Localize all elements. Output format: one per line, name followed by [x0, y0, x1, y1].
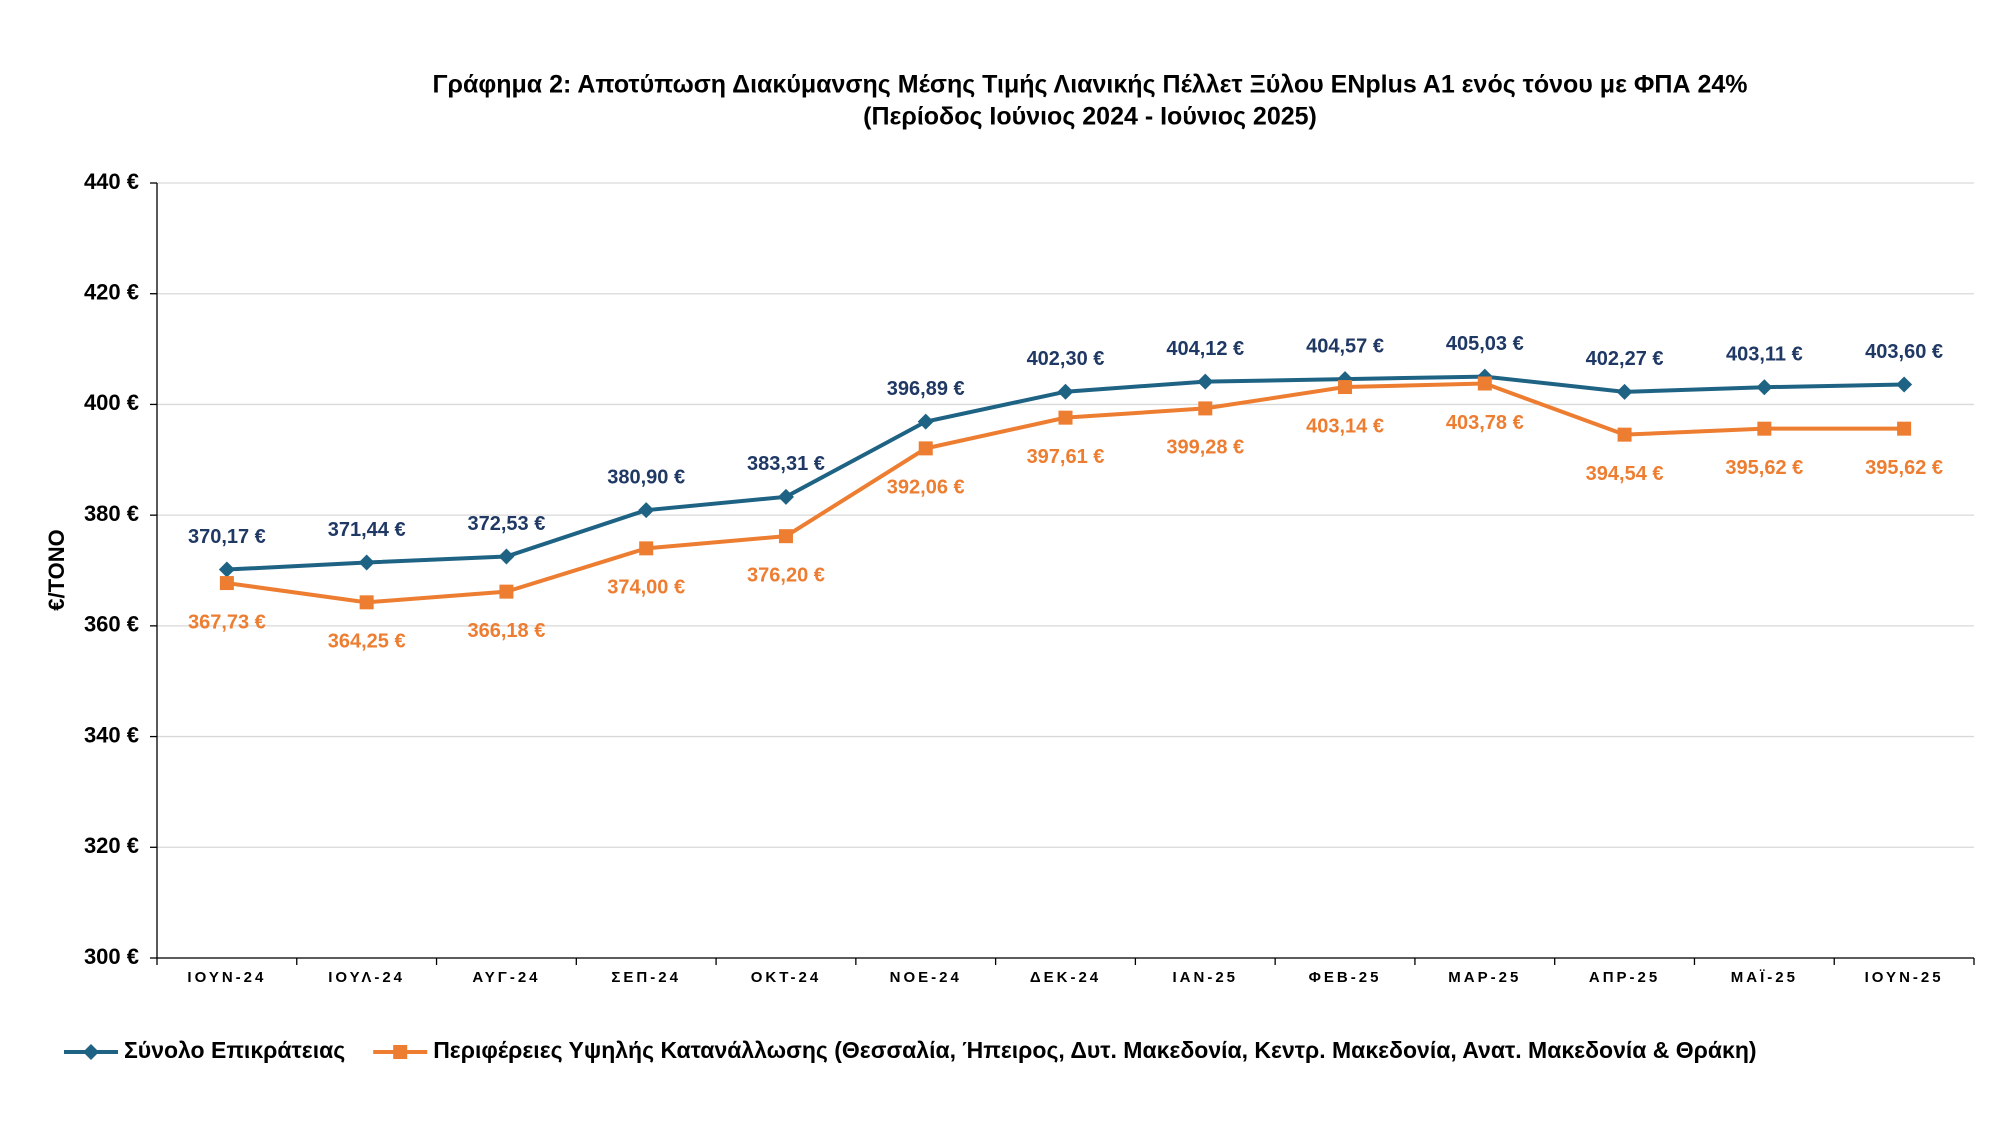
x-tick-label: ΑΠΡ-25: [1589, 969, 1660, 986]
y-tick-label: 380 €: [84, 501, 139, 526]
y-tick-label: 420 €: [84, 280, 139, 305]
x-tick-label: ΝΟΕ-24: [890, 969, 962, 986]
point: [1057, 383, 1074, 400]
chart-title: Γράφημα 2: Αποτύπωση Διακύμανσης Μέσης Τ…: [432, 71, 1747, 99]
y-tick-label: 320 €: [84, 833, 139, 858]
data-label: 397,61 €: [1027, 446, 1105, 468]
data-label: 372,53 €: [467, 513, 545, 535]
point: [1058, 410, 1073, 425]
point: [393, 1045, 408, 1059]
data-label: 403,14 €: [1306, 415, 1384, 437]
data-label: 370,17 €: [188, 526, 266, 548]
data-label: 402,27 €: [1586, 348, 1664, 370]
y-tick-label: 400 €: [84, 390, 139, 415]
point: [639, 541, 654, 556]
x-tick-label: ΙΟΥΛ-24: [328, 969, 405, 986]
y-tick-label: 340 €: [84, 722, 139, 747]
point: [1896, 376, 1913, 393]
data-label: 402,30 €: [1027, 348, 1105, 370]
data-label: 374,00 €: [607, 577, 685, 599]
point: [83, 1044, 99, 1060]
point: [1477, 376, 1492, 391]
point: [1197, 373, 1214, 390]
legend-label: Σύνολο Επικράτειας: [124, 1037, 345, 1063]
data-label: 396,89 €: [887, 378, 965, 400]
x-tick-label: ΙΟΥΝ-25: [1865, 969, 1944, 986]
x-tick-label: ΜΑΪ-25: [1731, 969, 1798, 986]
point: [1757, 421, 1772, 436]
data-label: 380,90 €: [607, 466, 685, 488]
point: [219, 576, 234, 591]
data-label: 404,57 €: [1306, 335, 1384, 357]
point: [499, 584, 514, 599]
x-tick-label: ΣΕΠ-24: [611, 969, 681, 986]
chart-subtitle: (Περίοδος Ιούνιος 2024 - Ιούνιος 2025): [863, 103, 1317, 131]
x-tick-label: ΦΕΒ-25: [1309, 969, 1382, 986]
x-tick-label: ΙΑΝ-25: [1173, 969, 1239, 986]
data-label: 403,11 €: [1726, 343, 1803, 365]
data-label: 404,12 €: [1166, 338, 1244, 360]
x-tick-label: ΜΑΡ-25: [1448, 969, 1521, 986]
data-label: 394,54 €: [1586, 463, 1664, 485]
data-label: 399,28 €: [1166, 437, 1244, 459]
data-label: 403,60 €: [1865, 341, 1943, 363]
point: [1897, 421, 1912, 436]
y-tick-label: 360 €: [84, 612, 139, 637]
y-axis-label: €/ΤΟΝΟ: [44, 529, 69, 611]
point: [498, 548, 515, 565]
point: [917, 413, 934, 430]
y-tick-label: 300 €: [84, 944, 139, 969]
point: [359, 595, 374, 610]
point: [777, 488, 794, 505]
data-label: 371,44 €: [328, 519, 406, 541]
data-label: 392,06 €: [887, 477, 965, 499]
point: [1616, 383, 1633, 400]
point: [218, 561, 235, 578]
data-label: 383,31 €: [747, 453, 825, 475]
x-tick-label: ΙΟΥΝ-24: [187, 969, 266, 986]
point: [1756, 379, 1773, 396]
data-label: 376,20 €: [747, 564, 825, 586]
point: [1198, 401, 1213, 416]
y-tick-label: 440 €: [84, 169, 139, 194]
point: [638, 502, 655, 519]
data-label: 405,03 €: [1446, 333, 1524, 355]
point: [358, 554, 375, 571]
data-label: 395,62 €: [1725, 457, 1803, 479]
point: [778, 529, 793, 544]
data-label: 403,78 €: [1446, 412, 1524, 434]
data-label: 364,25 €: [328, 631, 406, 653]
x-tick-label: ΔΕΚ-24: [1030, 969, 1101, 986]
data-label: 367,73 €: [188, 611, 266, 633]
legend-label: Περιφέρειες Υψηλής Κατανάλλωσης (Θεσσαλί…: [433, 1037, 1756, 1063]
x-tick-label: ΑΥΓ-24: [472, 969, 540, 986]
x-tick-label: ΟΚΤ-24: [751, 969, 822, 986]
data-label: 366,18 €: [467, 620, 545, 642]
point: [1617, 427, 1632, 442]
point: [918, 441, 933, 456]
data-label: 395,62 €: [1865, 457, 1943, 479]
point: [1338, 380, 1353, 395]
